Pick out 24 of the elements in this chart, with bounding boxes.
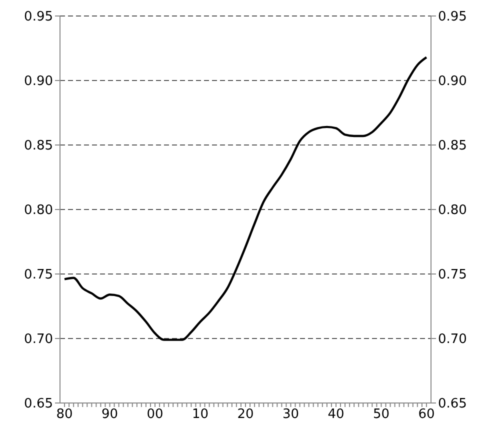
x-tick-label: 60	[418, 407, 435, 422]
y-tick-label: 0.85	[24, 138, 53, 154]
x-tick-label: 80	[56, 407, 73, 422]
y2-tick-label: 0.80	[438, 203, 467, 218]
x-tick-label: 30	[282, 407, 300, 422]
y2-tick-label: 0.70	[438, 332, 467, 348]
line-series	[63, 56, 428, 341]
y-tick-label: 0.65	[24, 396, 53, 412]
y-tick-label: 0.75	[24, 268, 53, 283]
x-tick-label: 20	[237, 407, 254, 422]
y-tick-label: 0.95	[24, 10, 53, 25]
y-tick-label: 0.80	[24, 203, 53, 218]
y2-tick-label: 0.75	[438, 268, 467, 283]
y-tick-label: 0.70	[24, 332, 53, 348]
y-tick-label: 0.90	[24, 74, 53, 90]
y2-tick-label: 0.95	[438, 10, 467, 25]
x-tick-label: 90	[101, 407, 118, 422]
y2-tick-label: 0.85	[438, 138, 467, 154]
x-tick-label: 40	[328, 407, 344, 422]
x-tick-label: 00	[146, 407, 164, 422]
y2-tick-label: 0.90	[438, 74, 467, 90]
x-tick-label: 50	[372, 407, 390, 422]
x-tick-label: 10	[192, 407, 209, 422]
y2-tick-label: 0.65	[438, 396, 467, 412]
